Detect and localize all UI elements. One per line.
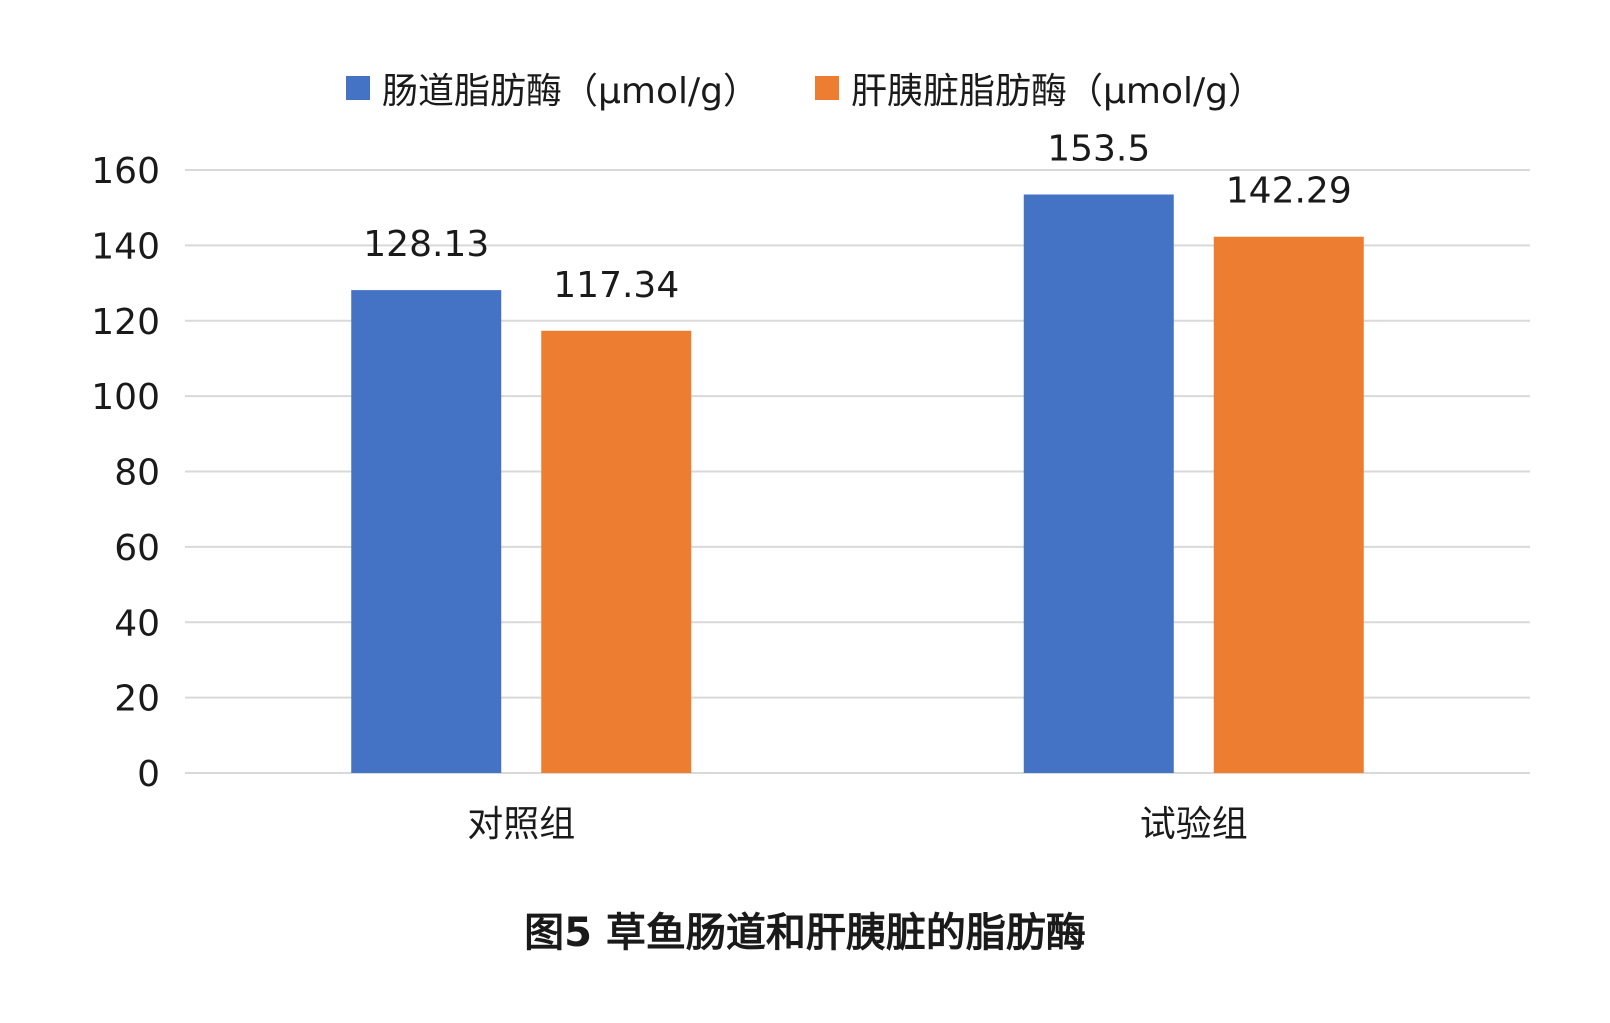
bar-0-0	[351, 290, 502, 773]
bar-1-1	[1213, 236, 1364, 773]
data-label-1-0: 153.5	[1047, 128, 1150, 169]
legend-label-intestine: 肠道脂肪酶（μmol/g）	[382, 71, 759, 112]
bar-0-1	[541, 330, 692, 773]
x-tick-label-0: 对照组	[467, 804, 575, 845]
x-tick-label-1: 试验组	[1140, 804, 1248, 845]
legend-swatch-hepatopancreas	[815, 76, 839, 100]
y-tick-label-20: 20	[114, 679, 160, 720]
data-label-1-1: 142.29	[1226, 171, 1352, 212]
legend-label-hepatopancreas: 肝胰脏脂肪酶（μmol/g）	[851, 71, 1264, 112]
y-tick-label-140: 140	[91, 226, 160, 267]
legend-swatch-intestine	[346, 76, 371, 100]
chart-legend: 肠道脂肪酶（μmol/g） 肝胰脏脂肪酶（μmol/g）	[0, 62, 1610, 114]
y-tick-label-40: 40	[114, 603, 160, 644]
y-tick-label-120: 120	[91, 302, 160, 343]
data-label-0-1: 117.34	[553, 265, 679, 306]
legend-item-hepatopancreas: 肝胰脏脂肪酶（μmol/g）	[815, 62, 1264, 114]
y-tick-label-60: 60	[114, 528, 160, 569]
legend-item-intestine: 肠道脂肪酶（μmol/g）	[346, 62, 759, 114]
figure-caption: 图5 草鱼肠道和肝胰脏的脂肪酶	[524, 910, 1086, 956]
y-tick-label-0: 0	[137, 754, 160, 795]
y-tick-label-100: 100	[91, 377, 160, 418]
bar-1-0	[1023, 194, 1174, 773]
y-tick-label-80: 80	[114, 453, 160, 494]
data-label-0-0: 128.13	[363, 224, 489, 265]
y-tick-label-160: 160	[91, 151, 160, 192]
